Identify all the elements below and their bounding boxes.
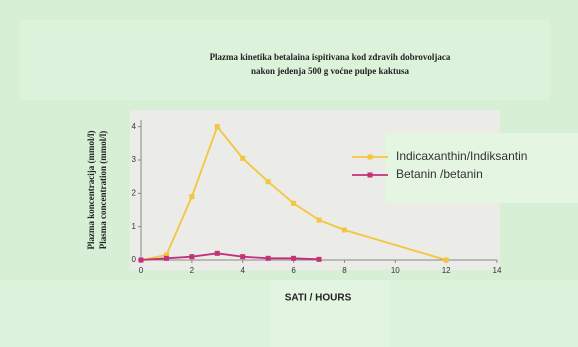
data-point: [163, 252, 169, 258]
data-point: [265, 179, 271, 185]
panel: [270, 280, 390, 347]
legend-marker: [367, 154, 373, 160]
chart-title: Plazma kinetika betalaina ispitivana kod…: [210, 52, 451, 62]
x-tick-label: 12: [442, 266, 451, 275]
legend-label: Indicaxanthin/Indiksantin: [396, 149, 527, 163]
series-line: [140, 124, 447, 261]
data-point: [189, 254, 195, 260]
data-point: [163, 255, 169, 261]
legend-marker: [367, 172, 373, 178]
y-axis-label: Plazma koncentracija (mmol/l): [86, 131, 96, 250]
data-point: [265, 255, 271, 261]
data-point: [291, 255, 297, 261]
data-point: [138, 257, 144, 263]
legend-box: [385, 133, 578, 203]
chart-title: nakon jedenja 500 g voćne pulpe kaktusa: [251, 66, 410, 76]
y-tick-label: 1: [132, 222, 137, 231]
x-tick-label: 14: [493, 266, 502, 275]
y-axis-label: Plasma concentration (mmol/l): [98, 131, 108, 249]
x-tick-label: 0: [139, 266, 144, 275]
x-tick-label: 4: [240, 266, 245, 275]
data-point: [189, 194, 195, 200]
legend-label: Betanin /betanin: [396, 167, 483, 181]
data-point: [214, 250, 220, 256]
data-point: [214, 124, 220, 130]
panel: [20, 20, 550, 100]
data-point: [291, 200, 297, 206]
data-point: [341, 227, 347, 233]
data-point: [240, 254, 246, 260]
y-tick-label: 4: [132, 122, 137, 131]
x-axis-label: SATI / HOURS: [285, 293, 352, 304]
series-line: [140, 252, 320, 261]
y-tick-label: 3: [132, 155, 137, 164]
data-point: [443, 257, 449, 263]
x-tick-label: 8: [342, 266, 347, 275]
data-point: [316, 217, 322, 223]
x-tick-label: 2: [190, 266, 195, 275]
y-tick-label: 2: [132, 188, 137, 197]
data-point: [240, 155, 246, 161]
x-tick-label: 6: [291, 266, 296, 275]
y-tick-label: 0: [132, 255, 137, 264]
x-tick-label: 10: [391, 266, 400, 275]
data-point: [316, 256, 322, 262]
